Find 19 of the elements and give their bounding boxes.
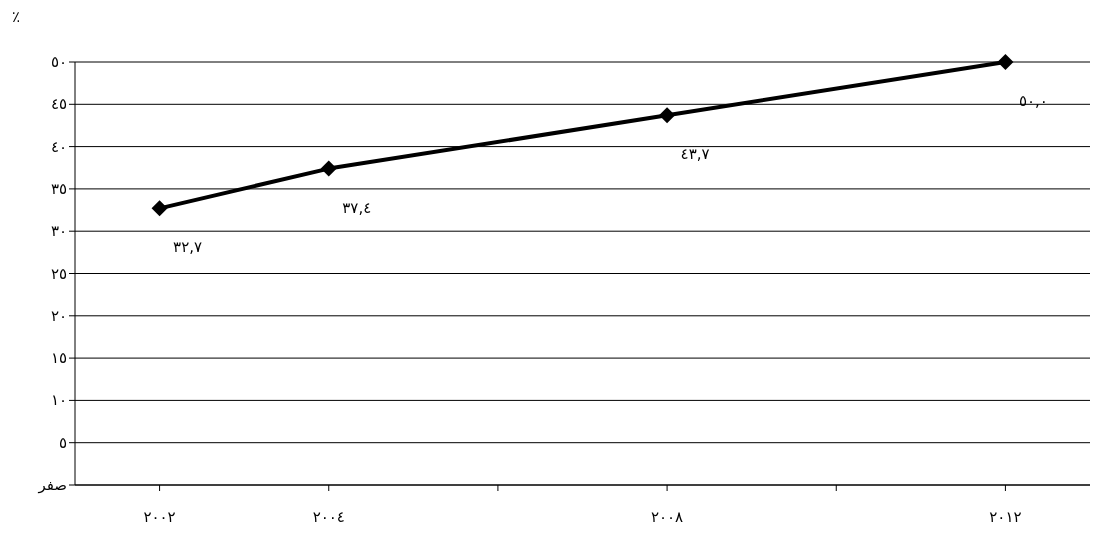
y-tick-label: ٤٥ xyxy=(50,95,67,114)
y-tick-label: ٥٠ xyxy=(50,53,67,71)
y-axis-title: ٪ xyxy=(12,8,21,26)
y-tick-label: ١٠ xyxy=(50,391,67,410)
value-label: ٤٣,٧ xyxy=(680,145,710,164)
y-tick-label: ٥ xyxy=(58,433,67,452)
x-tick-label: ٢٠٠٨ xyxy=(650,508,684,526)
x-tick-label: ٢٠١٢ xyxy=(989,508,1022,526)
y-tick-label: ١٥ xyxy=(50,349,67,368)
y-tick-label: ٢٥ xyxy=(50,264,67,283)
x-tick-label: ٢٠٠٢ xyxy=(143,508,176,526)
value-label: ٣٧,٤ xyxy=(342,198,372,217)
y-tick-label: صفر xyxy=(37,476,67,494)
value-label: ٣٢,٧ xyxy=(173,238,203,257)
y-tick-label: ٤٠ xyxy=(50,137,67,156)
y-tick-label: ٣٠ xyxy=(50,222,67,241)
x-tick-label: ٢٠٠٤ xyxy=(312,508,345,526)
y-tick-label: ٣٥ xyxy=(50,179,67,198)
y-tick-label: ٢٠ xyxy=(50,306,67,325)
